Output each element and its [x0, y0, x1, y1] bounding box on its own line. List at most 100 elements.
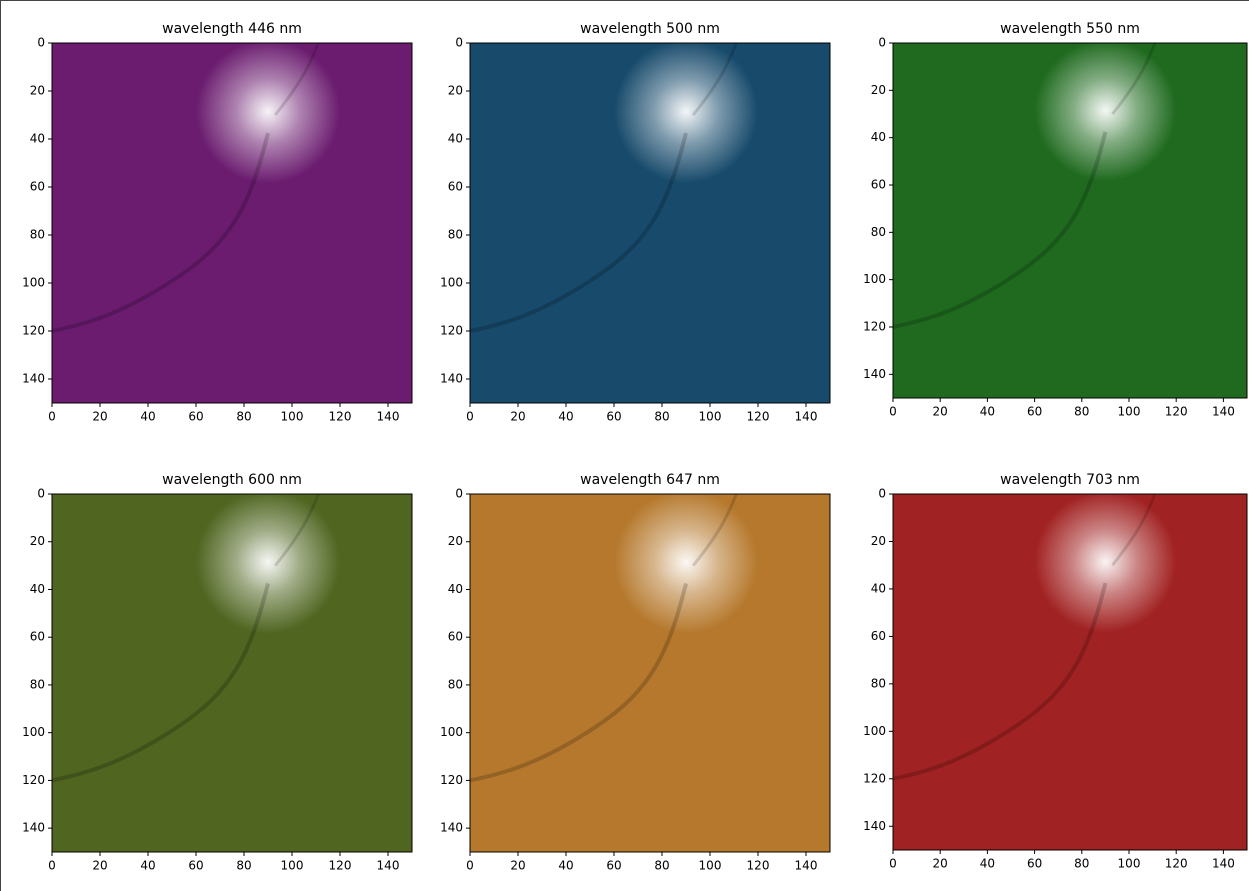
y-tick-label: 80 [448, 677, 463, 691]
x-tick-label: 0 [48, 410, 56, 424]
y-tick-label: 120 [440, 773, 463, 787]
y-tick-label: 100 [22, 276, 45, 290]
x-tick-label: 140 [1212, 857, 1235, 871]
x-tick-label: 0 [889, 405, 897, 419]
y-tick-label: 20 [448, 534, 463, 548]
y-tick-label: 0 [878, 36, 886, 50]
x-tick-label: 100 [1118, 405, 1141, 419]
x-tick-label: 80 [236, 410, 251, 424]
x-tick-label: 120 [329, 859, 352, 873]
x-tick-label: 100 [281, 410, 304, 424]
x-tick-label: 60 [606, 410, 621, 424]
y-tick-label: 80 [30, 677, 45, 691]
x-tick-label: 60 [606, 859, 621, 873]
x-tick-label: 40 [980, 405, 995, 419]
x-tick-label: 100 [1118, 857, 1141, 871]
y-tick-label: 60 [448, 630, 463, 644]
y-tick-label: 80 [871, 225, 886, 239]
x-tick-label: 140 [795, 859, 818, 873]
y-tick-label: 60 [448, 180, 463, 194]
x-tick-label: 80 [236, 859, 251, 873]
y-tick-label: 0 [37, 36, 45, 50]
y-tick-label: 140 [440, 821, 463, 835]
y-tick-label: 120 [22, 324, 45, 338]
x-tick-label: 80 [1074, 405, 1089, 419]
x-tick-label: 60 [1027, 405, 1042, 419]
x-tick-label: 60 [1027, 857, 1042, 871]
y-tick-label: 120 [440, 324, 463, 338]
x-tick-label: 0 [889, 857, 897, 871]
panel-title: wavelength 647 nm [580, 472, 720, 488]
x-tick-label: 80 [654, 859, 669, 873]
y-tick-label: 60 [871, 178, 886, 192]
x-tick-label: 120 [329, 410, 352, 424]
y-tick-label: 100 [440, 725, 463, 739]
y-tick-label: 0 [455, 36, 463, 50]
x-tick-label: 120 [747, 410, 770, 424]
panel-title: wavelength 600 nm [162, 472, 302, 488]
y-tick-label: 140 [22, 821, 45, 835]
y-tick-label: 100 [863, 724, 886, 738]
x-tick-label: 40 [558, 410, 573, 424]
y-tick-label: 120 [863, 320, 886, 334]
x-tick-label: 20 [933, 405, 948, 419]
x-tick-label: 140 [377, 859, 400, 873]
x-tick-label: 100 [699, 859, 722, 873]
y-tick-label: 0 [878, 487, 886, 501]
y-tick-label: 40 [30, 582, 45, 596]
x-tick-label: 120 [1165, 405, 1188, 419]
y-tick-label: 100 [440, 276, 463, 290]
x-tick-label: 20 [92, 859, 107, 873]
y-tick-label: 80 [448, 228, 463, 242]
panel-title: wavelength 446 nm [162, 21, 302, 37]
y-tick-label: 40 [871, 130, 886, 144]
y-tick-label: 120 [863, 771, 886, 785]
x-tick-label: 40 [558, 859, 573, 873]
x-tick-label: 60 [188, 410, 203, 424]
x-tick-label: 120 [747, 859, 770, 873]
y-tick-label: 100 [863, 272, 886, 286]
y-tick-label: 60 [871, 629, 886, 643]
x-tick-label: 0 [466, 859, 474, 873]
x-tick-label: 40 [140, 859, 155, 873]
x-tick-label: 100 [699, 410, 722, 424]
y-tick-label: 20 [871, 83, 886, 97]
figure: wavelength 446 nm 0 20 40 60 80 100 120 140 0 20 40… [0, 0, 1249, 891]
x-tick-label: 20 [510, 410, 525, 424]
y-tick-label: 20 [30, 84, 45, 98]
y-tick-label: 0 [37, 487, 45, 501]
y-tick-label: 60 [30, 180, 45, 194]
x-tick-label: 120 [1165, 857, 1188, 871]
y-tick-label: 20 [30, 534, 45, 548]
x-tick-label: 100 [281, 859, 304, 873]
x-tick-label: 80 [1074, 857, 1089, 871]
panel-title: wavelength 703 nm [1000, 472, 1140, 488]
x-tick-label: 0 [466, 410, 474, 424]
y-tick-label: 60 [30, 630, 45, 644]
x-tick-label: 20 [510, 859, 525, 873]
x-tick-label: 0 [48, 859, 56, 873]
y-tick-label: 100 [22, 725, 45, 739]
y-tick-label: 140 [863, 367, 886, 381]
panel-title: wavelength 500 nm [580, 21, 720, 37]
y-tick-label: 40 [448, 132, 463, 146]
y-tick-label: 140 [863, 819, 886, 833]
x-tick-label: 40 [980, 857, 995, 871]
y-tick-label: 140 [22, 372, 45, 386]
y-tick-label: 40 [30, 132, 45, 146]
x-tick-label: 20 [933, 857, 948, 871]
x-tick-label: 60 [188, 859, 203, 873]
x-tick-label: 80 [654, 410, 669, 424]
y-tick-label: 40 [448, 582, 463, 596]
panel-title: wavelength 550 nm [1000, 21, 1140, 37]
x-tick-label: 140 [795, 410, 818, 424]
y-tick-label: 0 [455, 487, 463, 501]
y-tick-label: 80 [30, 228, 45, 242]
y-tick-label: 40 [871, 581, 886, 595]
y-tick-label: 20 [448, 84, 463, 98]
y-tick-label: 80 [871, 676, 886, 690]
x-tick-label: 20 [92, 410, 107, 424]
x-tick-label: 140 [377, 410, 400, 424]
y-tick-label: 140 [440, 372, 463, 386]
y-tick-label: 120 [22, 773, 45, 787]
